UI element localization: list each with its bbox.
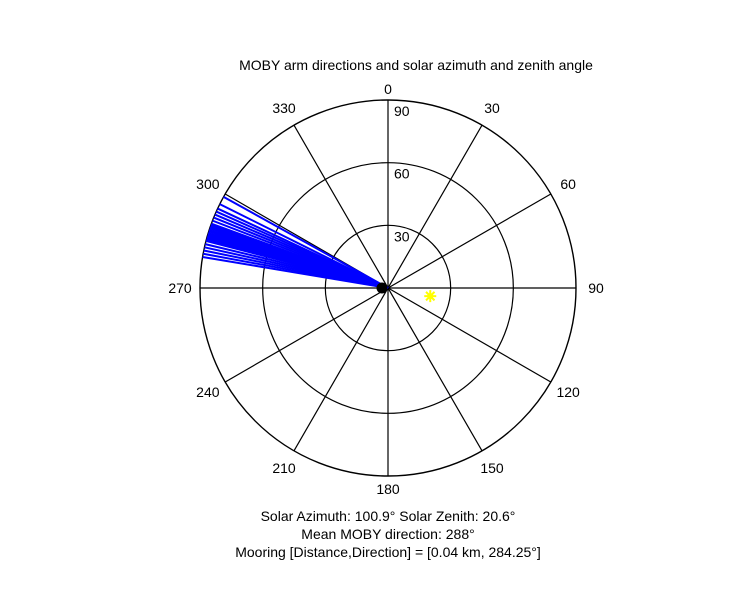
- theta-tick-label: 120: [556, 384, 580, 400]
- theta-tick-label: 150: [480, 460, 504, 476]
- theta-tick-label: 30: [484, 100, 500, 116]
- theta-tick-label: 270: [168, 280, 192, 296]
- theta-tick-label: 0: [384, 81, 392, 97]
- moby-center-marker: [376, 282, 388, 294]
- solar-angles-text: Solar Azimuth: 100.9° Solar Zenith: 20.6…: [260, 508, 516, 524]
- theta-tick-label: 300: [196, 176, 220, 192]
- range-circle: [324, 224, 452, 352]
- radial-tick-label: 30: [394, 228, 410, 244]
- sun-marker: [424, 290, 437, 303]
- theta-tick-label: 210: [272, 460, 296, 476]
- mean-direction-text: Mean MOBY direction: 288°: [301, 526, 475, 542]
- sun-marker-layer: [424, 290, 437, 303]
- arm-direction-line: [219, 203, 389, 289]
- mooring-text: Mooring [Distance,Direction] = [0.04 km,…: [235, 544, 541, 560]
- theta-tick-label: 60: [560, 176, 576, 192]
- outer-circle: [199, 99, 577, 477]
- radial-tick-label: 60: [394, 166, 410, 182]
- theta-tick-label: 180: [376, 481, 400, 497]
- radial-tick-label: 90: [394, 103, 410, 119]
- arm-direction-line: [223, 195, 389, 289]
- range-circle: [262, 162, 514, 414]
- tick-labels: 0 30 60 90 120 150 180 210 240 270 300 330 30 60 90: [168, 81, 604, 497]
- theta-tick-label: 240: [196, 384, 220, 400]
- arm-direction-series: [202, 195, 389, 294]
- theta-tick-label: 330: [272, 100, 296, 116]
- theta-tick-label: 90: [588, 280, 604, 296]
- chart-title: MOBY arm directions and solar azimuth an…: [239, 57, 593, 73]
